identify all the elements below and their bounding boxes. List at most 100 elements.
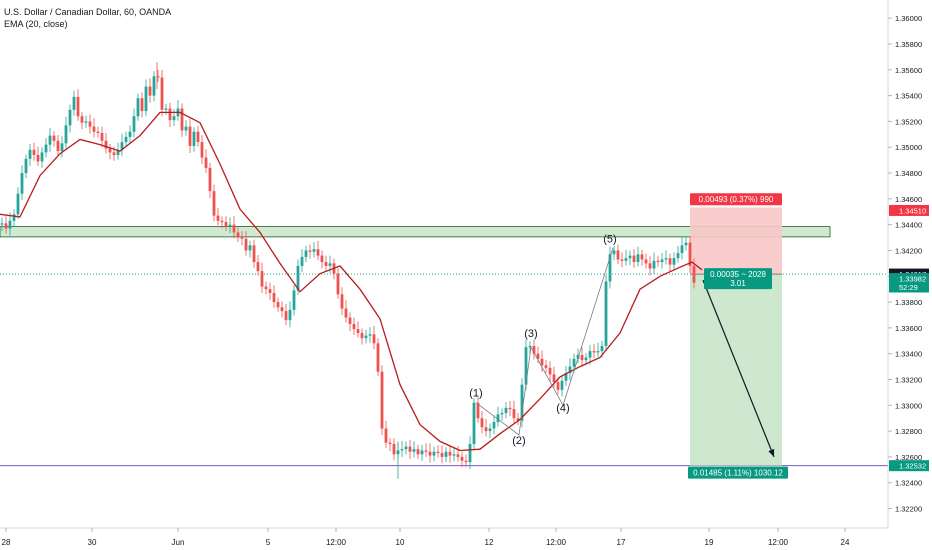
- candle-body: [324, 262, 328, 266]
- candle-body: [688, 242, 692, 266]
- candle-body: [328, 263, 332, 266]
- candle-body: [624, 258, 628, 261]
- chart-legend: U.S. Dollar / Canadian Dollar, 60, OANDA…: [4, 6, 171, 30]
- candle-body: [480, 418, 484, 428]
- candle-body: [272, 293, 276, 303]
- candle-body: [524, 347, 528, 385]
- candle-body: [212, 191, 216, 216]
- candle-body: [392, 444, 396, 455]
- price-badge-3: 52:29: [899, 283, 918, 292]
- time-tick-label: 17: [617, 538, 626, 547]
- price-badge-bg: [889, 273, 929, 285]
- candle-body: [676, 253, 680, 259]
- price-tick-label: 1.34200: [895, 246, 922, 255]
- candle-body: [508, 407, 512, 410]
- price-tick-label: 1.35000: [895, 143, 922, 152]
- candle-body: [476, 402, 480, 419]
- candle-body: [496, 414, 500, 423]
- candle-body: [56, 140, 60, 152]
- candle-body: [32, 149, 36, 155]
- candle-body: [140, 98, 144, 112]
- candle-body: [76, 96, 80, 117]
- candle-body: [584, 357, 588, 361]
- candle-body: [100, 133, 104, 141]
- candle-body: [568, 366, 572, 374]
- candle-body: [156, 76, 160, 78]
- candle-body: [184, 126, 188, 131]
- price-axis[interactable]: 1.36000 1.35800 1.35600 1.35400 1.35200 1.350…: [887, 0, 929, 528]
- candle-body: [536, 353, 540, 359]
- candle-body: [284, 311, 288, 321]
- indicator-label: EMA (20, close): [4, 19, 68, 29]
- time-tick-label: 12:00: [326, 538, 347, 547]
- candle-body: [344, 308, 348, 318]
- candle-body: [68, 109, 72, 126]
- price-badge-0: 1.34510: [899, 206, 926, 215]
- price-tick-label: 1.33600: [895, 324, 922, 333]
- candle-body: [580, 354, 584, 361]
- candle-body: [468, 444, 472, 463]
- candle-body: [640, 254, 644, 260]
- price-tick-label: 1.33000: [895, 401, 922, 410]
- candle-body: [592, 351, 596, 353]
- candle-body: [644, 259, 648, 264]
- candle-body: [168, 108, 172, 121]
- candle-body: [612, 250, 616, 255]
- candle-body: [300, 256, 304, 266]
- time-tick-label: Jun: [172, 538, 185, 547]
- candle-body: [292, 290, 296, 310]
- price-tick-label: 1.35600: [895, 66, 922, 75]
- take-profit-zone: [690, 274, 782, 466]
- short-position-tool[interactable]: [690, 207, 782, 466]
- candle-body: [420, 450, 424, 455]
- candle-body: [660, 259, 664, 263]
- candle-body: [436, 451, 440, 454]
- candle-body: [256, 262, 260, 272]
- candle-body: [12, 214, 16, 221]
- candle-body: [112, 152, 116, 155]
- wave-label-4: (4): [556, 403, 569, 415]
- candle-body: [152, 76, 156, 96]
- candle-body: [116, 149, 120, 155]
- candle-body: [188, 126, 192, 146]
- candle-body: [404, 446, 408, 450]
- candle-body: [252, 245, 256, 263]
- candle-body: [572, 358, 576, 367]
- candle-body: [452, 454, 456, 456]
- candle-body: [400, 449, 404, 451]
- target-label-bg: [688, 466, 788, 479]
- candle-body: [244, 238, 248, 251]
- candle-body: [120, 142, 124, 150]
- projection-arrowhead: [768, 448, 775, 457]
- candle-body: [96, 131, 100, 134]
- stop-loss-zone: [690, 207, 782, 275]
- candle-body: [604, 281, 608, 346]
- candle-body: [60, 143, 64, 152]
- candle-body: [172, 116, 176, 121]
- candle-body: [208, 167, 212, 192]
- candles: [0, 62, 696, 479]
- candle-body: [104, 140, 108, 149]
- candle-body: [648, 263, 652, 269]
- candle-body: [316, 249, 320, 256]
- candle-body: [260, 271, 264, 287]
- mid-label-text: 0.00035 ~ 2028: [710, 270, 766, 279]
- time-axis[interactable]: 28 30 Jun 5 12:00 10 12 12:00 17 19 12:00 24: [0, 527, 888, 547]
- candle-body: [296, 265, 300, 291]
- candle-body: [320, 255, 324, 263]
- candle-body: [264, 286, 268, 290]
- candle-body: [148, 86, 152, 96]
- candle-body: [204, 157, 208, 168]
- candle-body: [684, 242, 688, 246]
- candle-body: [588, 351, 592, 358]
- candle-body: [564, 373, 568, 381]
- candle-body: [276, 302, 280, 308]
- candle-body: [356, 329, 360, 334]
- candle-body: [548, 367, 552, 375]
- candle-body: [608, 254, 612, 282]
- candle-body: [304, 250, 308, 257]
- candle-body: [248, 245, 252, 251]
- price-tick-label: 1.34800: [895, 169, 922, 178]
